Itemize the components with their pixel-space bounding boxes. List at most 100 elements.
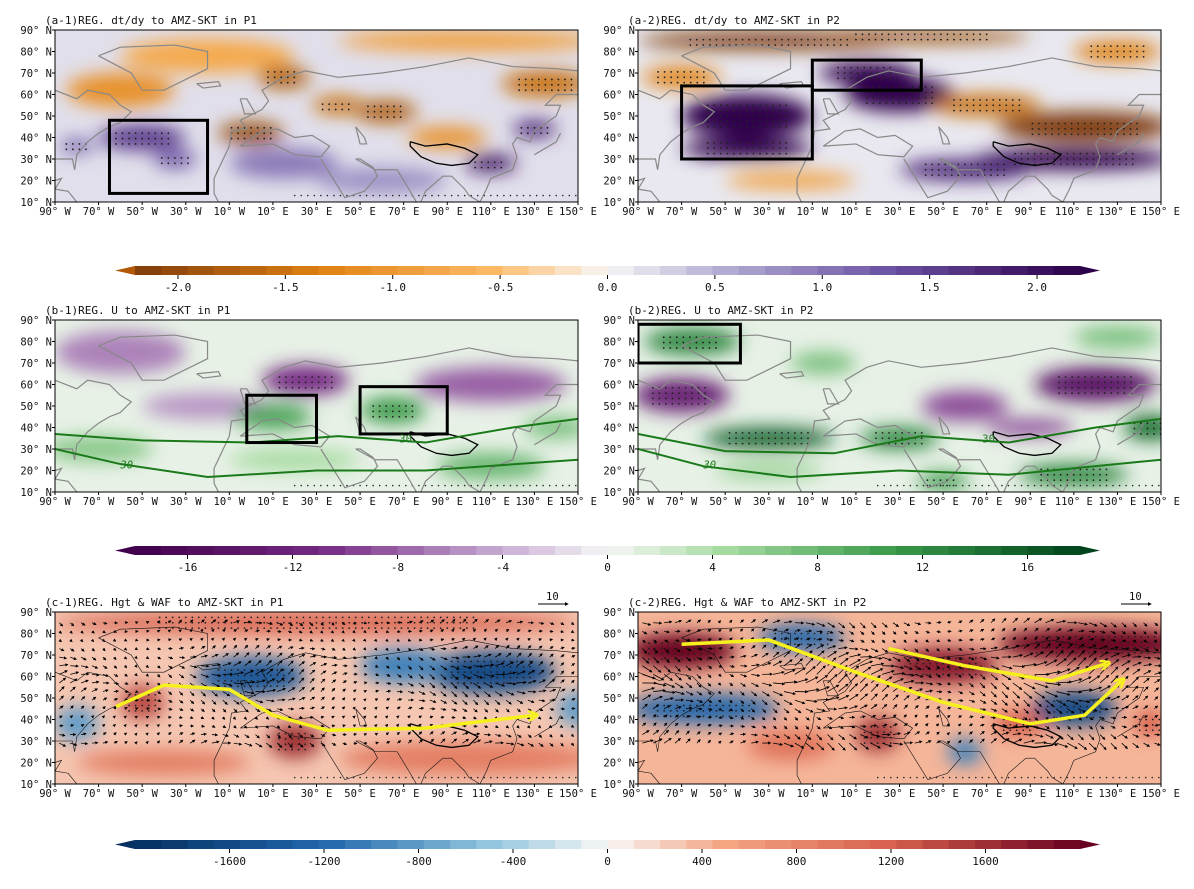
stipple-dot [898,86,901,88]
waf-arrow [266,659,272,667]
stipple-dot [1086,484,1088,487]
stipple-dot [398,415,401,418]
stipple-dot [813,637,816,640]
waf-arrow [805,629,813,633]
stipple-dot [687,653,690,655]
stipple-dot [1116,133,1119,136]
lat-tick-label: 70° N [603,358,635,370]
stipple-dot [916,484,918,487]
stipple-dot [695,44,698,46]
colorbar-segment [948,840,976,849]
colorbar-segment [1053,840,1081,849]
stipple-dot [684,397,687,400]
stipple-dot [522,194,525,197]
stipple-dot [444,484,446,487]
colorbar-segment [738,266,766,275]
stipple-dot [706,141,709,144]
colorbar-segment [135,546,162,555]
waf-arrow [571,679,575,684]
waf-arrow [255,629,260,633]
waf-arrow [462,731,469,736]
stipple-dot [431,776,433,779]
stipple-dot [320,776,322,779]
stipple-dot [1092,163,1095,166]
stipple-dot [1027,152,1029,155]
stipple-dot [399,116,402,118]
stipple-dot [878,86,881,88]
coastline [534,422,562,446]
stipple-dot [664,386,667,389]
waf-arrow [395,715,400,719]
waf-arrow [374,706,378,711]
waf-arrow [373,724,378,728]
stipple-dot [354,616,357,619]
stipple-dot [1053,716,1056,719]
stipple-dot [696,81,699,84]
waf-arrow [113,706,117,710]
stipple-dot [267,81,270,84]
stipple-dot [204,627,207,630]
stipple-dot [929,673,931,676]
waf-arrow [429,656,436,661]
waf-arrow [91,673,100,677]
stipple-dot [713,141,716,144]
waf-arrow [287,742,293,748]
waf-arrow [299,706,305,710]
stipple-dot [324,386,327,389]
stipple-dot [981,776,984,779]
region-box [638,322,742,365]
field-anomaly [790,352,856,374]
waf-arrow [740,732,747,736]
waf-arrow [397,629,401,634]
colorbar-tick-label: -1.0 [379,281,406,294]
waf-arrow [407,715,411,719]
stipple-dot [728,710,731,712]
stipple-dot [367,105,369,108]
jet-contour-30 [55,417,578,444]
waf-arrow [134,715,138,719]
lon-tick-label: 30° W [753,206,785,218]
waf-arrow [211,663,221,667]
stipple-dot [1070,122,1073,125]
waf-arrow [473,664,484,668]
stipple-dot [1028,729,1031,732]
lat-tick-label: 60° N [20,90,52,102]
stipple-dot [881,431,884,434]
stipple-dot [754,437,757,440]
stipple-dot [147,704,150,707]
stipple-dot [889,77,892,80]
waf-arrow [233,629,238,633]
stipple-dot [373,105,376,108]
stipple-dot [237,132,239,135]
stipple-dot [944,174,947,177]
stipple-dot [1151,484,1154,487]
stipple-dot [446,621,449,624]
waf-arrow [451,646,458,650]
stipple-dot [282,685,285,688]
waf-arrow [527,629,532,633]
stipple-dot [765,125,768,128]
coastline [822,388,840,405]
waf-arrow [505,620,513,624]
waf-arrow [59,656,68,660]
stipple-dot [1103,122,1106,125]
stipple-dot [256,137,259,140]
field-anomaly [233,403,313,430]
stipple-dot [341,616,344,619]
stipple-dot [735,442,737,445]
stipple-dot [1062,651,1064,654]
stipple-dot [983,163,986,166]
stipple-dot [901,431,904,434]
stipple-dot [1114,641,1117,643]
waf-arrow [134,664,138,668]
stipple-dot [689,704,692,707]
stipple-dot [386,110,389,113]
stipple-dot [876,484,879,487]
lon-tick-label: 110° E [1055,206,1093,218]
stipple-dot [372,484,374,487]
waf-arrow [331,687,336,692]
stipple-dot [700,653,703,655]
stipple-dot [1051,127,1053,130]
waf-arrow [168,665,173,669]
stipple-dot [542,776,544,779]
